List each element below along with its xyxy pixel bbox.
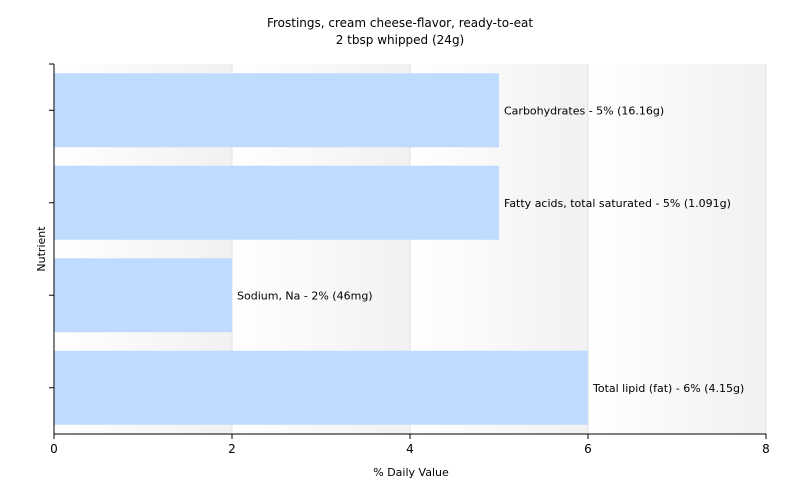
bar [54, 258, 232, 333]
bar [54, 350, 588, 425]
chart-subtitle: 2 tbsp whipped (24g) [336, 33, 465, 47]
x-tick-label: 8 [762, 442, 770, 456]
bar [54, 165, 499, 240]
plot-band [588, 64, 766, 434]
x-tick-label: 6 [584, 442, 592, 456]
bar-label: Carbohydrates - 5% (16.16g) [504, 104, 664, 117]
x-tick-label: 2 [228, 442, 236, 456]
chart-title: Frostings, cream cheese-flavor, ready-to… [267, 16, 533, 30]
bar-label: Total lipid (fat) - 6% (4.15g) [592, 382, 744, 395]
bar-label: Fatty acids, total saturated - 5% (1.091… [504, 197, 731, 210]
x-tick-label: 4 [406, 442, 414, 456]
x-axis-title: % Daily Value [373, 466, 449, 479]
x-axis-ticks: 0 2 4 6 8 [50, 434, 770, 456]
x-tick-label: 0 [50, 442, 58, 456]
y-axis-title: Nutrient [35, 226, 48, 272]
bar-label: Sodium, Na - 2% (46mg) [237, 289, 373, 302]
bars-group: Carbohydrates - 5% (16.16g) Fatty acids, … [54, 73, 744, 425]
y-axis-ticks [49, 109, 54, 389]
bar [54, 73, 499, 148]
